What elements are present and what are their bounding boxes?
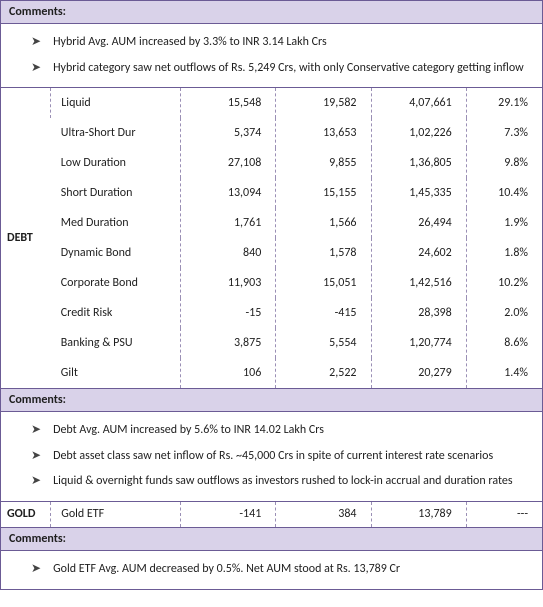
row-value: 840 bbox=[181, 238, 276, 268]
table-row: Short Duration13,09415,1551,45,33510.4% bbox=[1, 178, 542, 208]
row-value: 1,566 bbox=[276, 208, 371, 238]
bullet-text: Debt asset class saw net inflow of Rs. ~… bbox=[53, 449, 493, 465]
comments-body-hybrid: ➤ Hybrid Avg. AUM increased by 3.3% to I… bbox=[1, 24, 542, 87]
row-value: 9.8% bbox=[466, 148, 542, 178]
comments-header-gold: Comments: bbox=[1, 528, 542, 551]
comments-header-debt: Comments: bbox=[1, 388, 542, 412]
table-row: Dynamic Bond8401,57824,6021.8% bbox=[1, 238, 542, 268]
table-row: Banking & PSU3,8755,5541,20,7748.6% bbox=[1, 328, 542, 358]
bullet-text: Liquid & overnight funds saw outflows as… bbox=[53, 474, 512, 490]
arrow-bullet-icon: ➤ bbox=[31, 562, 41, 576]
row-value: 2,522 bbox=[276, 358, 371, 388]
row-value: -141 bbox=[181, 501, 276, 527]
arrow-bullet-icon: ➤ bbox=[31, 449, 41, 463]
report-container: Comments: ➤ Hybrid Avg. AUM increased by… bbox=[0, 0, 543, 590]
row-value: 10.2% bbox=[466, 268, 542, 298]
row-value: 20,279 bbox=[371, 358, 466, 388]
row-value: -415 bbox=[276, 298, 371, 328]
row-name: Low Duration bbox=[51, 148, 181, 178]
table-row: DEBTLiquid15,54819,5824,07,66129.1% bbox=[1, 88, 542, 119]
row-value: 1,45,335 bbox=[371, 178, 466, 208]
table-row: Low Duration27,1089,8551,36,8059.8% bbox=[1, 148, 542, 178]
row-value: 1,20,774 bbox=[371, 328, 466, 358]
bullet-text: Hybrid category saw net outflows of Rs. … bbox=[53, 61, 524, 77]
row-value: 24,602 bbox=[371, 238, 466, 268]
arrow-bullet-icon: ➤ bbox=[31, 474, 41, 488]
row-name: Short Duration bbox=[51, 178, 181, 208]
bullet-item: ➤ Hybrid Avg. AUM increased by 3.3% to I… bbox=[31, 30, 542, 56]
comments-body-debt: ➤ Debt Avg. AUM increased by 5.6% to INR… bbox=[1, 412, 542, 501]
row-value: 15,155 bbox=[276, 178, 371, 208]
row-name: Ultra-Short Dur bbox=[51, 118, 181, 148]
row-value: 8.6% bbox=[466, 328, 542, 358]
table-row: Gilt1062,52220,2791.4% bbox=[1, 358, 542, 388]
row-value: -15 bbox=[181, 298, 276, 328]
row-value: --- bbox=[466, 501, 542, 527]
bullet-item: ➤ Liquid & overnight funds saw outflows … bbox=[31, 469, 542, 495]
gold-table: GOLD Gold ETF -141 384 13,789 --- bbox=[1, 501, 542, 528]
arrow-bullet-icon: ➤ bbox=[31, 35, 41, 49]
category-label-debt: DEBT bbox=[1, 88, 51, 389]
row-name: Dynamic Bond bbox=[51, 238, 181, 268]
bullet-item: ➤ Debt Avg. AUM increased by 5.6% to INR… bbox=[31, 418, 542, 444]
table-row: Credit Risk-15-41528,3982.0% bbox=[1, 298, 542, 328]
row-name: Credit Risk bbox=[51, 298, 181, 328]
row-value: 26,494 bbox=[371, 208, 466, 238]
debt-table: DEBTLiquid15,54819,5824,07,66129.1%Ultra… bbox=[1, 87, 542, 388]
row-name: Gilt bbox=[51, 358, 181, 388]
row-value: 5,554 bbox=[276, 328, 371, 358]
category-label-gold: GOLD bbox=[1, 501, 51, 527]
row-value: 3,875 bbox=[181, 328, 276, 358]
arrow-bullet-icon: ➤ bbox=[31, 423, 41, 437]
row-value: 11,903 bbox=[181, 268, 276, 298]
row-name: Corporate Bond bbox=[51, 268, 181, 298]
row-value: 13,789 bbox=[371, 501, 466, 527]
row-value: 5,374 bbox=[181, 118, 276, 148]
arrow-bullet-icon: ➤ bbox=[31, 61, 41, 75]
table-row: Corporate Bond11,90315,0511,42,51610.2% bbox=[1, 268, 542, 298]
table-row: GOLD Gold ETF -141 384 13,789 --- bbox=[1, 501, 542, 527]
row-value: 27,108 bbox=[181, 148, 276, 178]
row-value: 384 bbox=[276, 501, 371, 527]
bullet-text: Hybrid Avg. AUM increased by 3.3% to INR… bbox=[53, 35, 327, 51]
row-value: 2.0% bbox=[466, 298, 542, 328]
comments-header-hybrid: Comments: bbox=[1, 0, 542, 24]
row-value: 1.9% bbox=[466, 208, 542, 238]
row-value: 1.4% bbox=[466, 358, 542, 388]
row-value: 1,578 bbox=[276, 238, 371, 268]
bullet-item: ➤ Hybrid category saw net outflows of Rs… bbox=[31, 56, 542, 82]
row-value: 1,42,516 bbox=[371, 268, 466, 298]
table-row: Ultra-Short Dur5,37413,6531,02,2267.3% bbox=[1, 118, 542, 148]
row-name: Liquid bbox=[51, 88, 181, 119]
row-name: Gold ETF bbox=[51, 501, 181, 527]
row-value: 7.3% bbox=[466, 118, 542, 148]
row-value: 15,548 bbox=[181, 88, 276, 119]
row-value: 106 bbox=[181, 358, 276, 388]
bullet-text: Gold ETF Avg. AUM decreased by 0.5%. Net… bbox=[53, 562, 400, 578]
row-value: 19,582 bbox=[276, 88, 371, 119]
row-value: 1,36,805 bbox=[371, 148, 466, 178]
row-value: 9,855 bbox=[276, 148, 371, 178]
row-value: 1,761 bbox=[181, 208, 276, 238]
row-value: 13,094 bbox=[181, 178, 276, 208]
bullet-text: Debt Avg. AUM increased by 5.6% to INR 1… bbox=[53, 423, 324, 439]
table-row: Med Duration1,7611,56626,4941.9% bbox=[1, 208, 542, 238]
row-value: 1,02,226 bbox=[371, 118, 466, 148]
row-value: 28,398 bbox=[371, 298, 466, 328]
row-value: 1.8% bbox=[466, 238, 542, 268]
row-value: 4,07,661 bbox=[371, 88, 466, 119]
bullet-item: ➤ Debt asset class saw net inflow of Rs.… bbox=[31, 444, 542, 470]
row-value: 15,051 bbox=[276, 268, 371, 298]
bullet-item: ➤ Gold ETF Avg. AUM decreased by 0.5%. N… bbox=[31, 557, 542, 583]
row-value: 29.1% bbox=[466, 88, 542, 119]
comments-body-gold: ➤ Gold ETF Avg. AUM decreased by 0.5%. N… bbox=[1, 551, 542, 589]
row-value: 13,653 bbox=[276, 118, 371, 148]
row-value: 10.4% bbox=[466, 178, 542, 208]
row-name: Med Duration bbox=[51, 208, 181, 238]
row-name: Banking & PSU bbox=[51, 328, 181, 358]
